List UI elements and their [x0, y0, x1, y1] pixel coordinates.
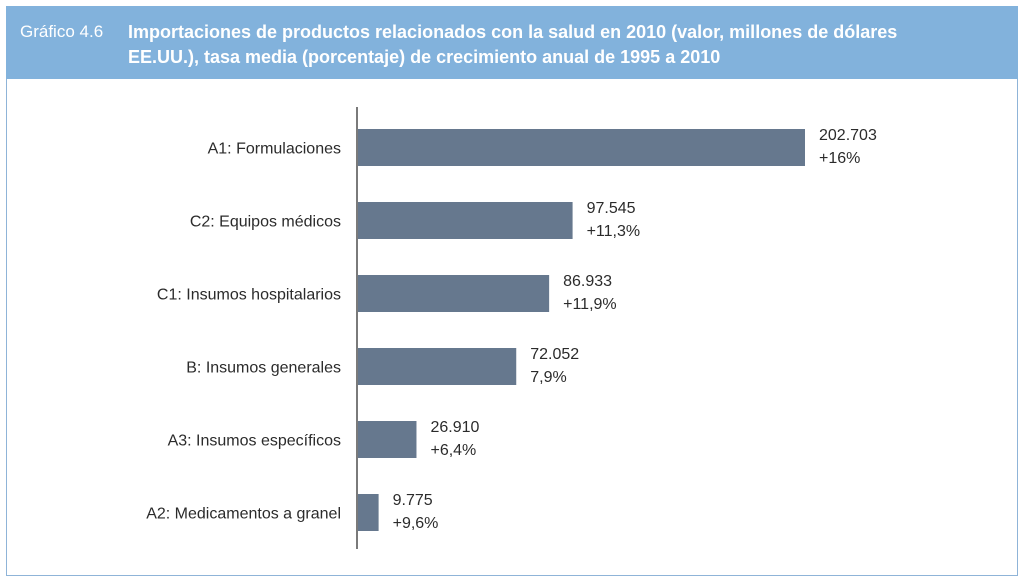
bar	[358, 129, 805, 166]
bar	[358, 421, 417, 458]
value-label: 72.052	[530, 346, 579, 363]
category-label: A2: Medicamentos a granel	[146, 506, 341, 523]
category-label: A3: Insumos específicos	[168, 433, 341, 450]
category-label: A1: Formulaciones	[208, 141, 341, 158]
figure-label: Gráfico 4.6	[20, 22, 104, 41]
growth-label: +6,4%	[430, 442, 476, 459]
value-label: 86.933	[563, 273, 612, 290]
category-label: B: Insumos generales	[186, 360, 341, 377]
category-label: C2: Equipos médicos	[190, 214, 341, 231]
bar	[358, 348, 517, 385]
bar	[358, 494, 379, 531]
growth-label: +16%	[819, 150, 860, 167]
bar	[358, 202, 573, 239]
figure-header: Gráfico 4.6 Importaciones de productos r…	[6, 6, 1018, 79]
chart-title: Importaciones de productos relacionados …	[128, 22, 898, 67]
growth-label: +11,9%	[563, 296, 617, 313]
bar	[358, 275, 550, 312]
growth-label: +9,6%	[393, 515, 439, 532]
value-label: 9.775	[393, 492, 433, 509]
value-label: 202.703	[819, 127, 877, 144]
growth-label: +11,3%	[587, 223, 641, 240]
growth-label: 7,9%	[530, 369, 566, 386]
value-label: 97.545	[587, 200, 636, 217]
value-label: 26.910	[430, 419, 479, 436]
category-label: C1: Insumos hospitalarios	[157, 287, 341, 304]
